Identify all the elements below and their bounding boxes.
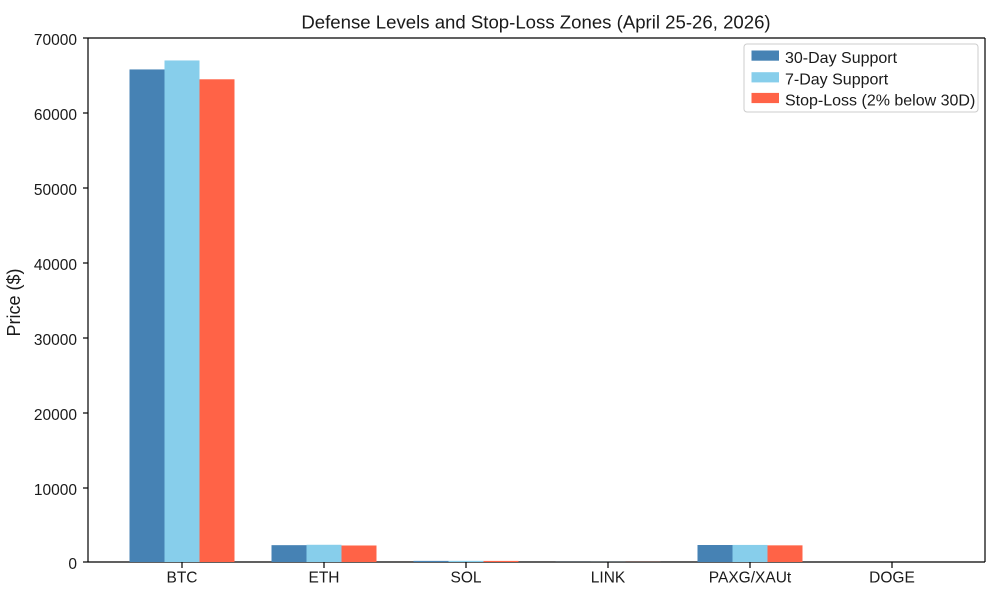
svg-text:LINK: LINK [591,570,626,587]
svg-text:Defense Levels and Stop-Loss Z: Defense Levels and Stop-Loss Zones (Apri… [301,12,770,33]
svg-text:20000: 20000 [34,407,77,424]
svg-text:Stop-Loss (2% below 30D): Stop-Loss (2% below 30D) [785,92,975,109]
svg-text:PAXG/XAUt: PAXG/XAUt [709,570,792,587]
svg-text:BTC: BTC [167,570,198,587]
svg-text:40000: 40000 [34,257,77,274]
svg-text:30000: 30000 [34,332,77,349]
svg-text:0: 0 [68,556,77,573]
svg-text:30-Day Support: 30-Day Support [785,50,898,67]
svg-text:7-Day Support: 7-Day Support [785,72,889,89]
svg-text:50000: 50000 [34,182,77,199]
svg-text:ETH: ETH [309,570,340,587]
svg-text:70000: 70000 [34,32,77,49]
svg-text:SOL: SOL [450,570,481,587]
svg-text:10000: 10000 [34,482,77,499]
svg-text:Price ($): Price ($) [4,268,24,336]
svg-text:DOGE: DOGE [869,570,915,587]
svg-text:60000: 60000 [34,107,77,124]
